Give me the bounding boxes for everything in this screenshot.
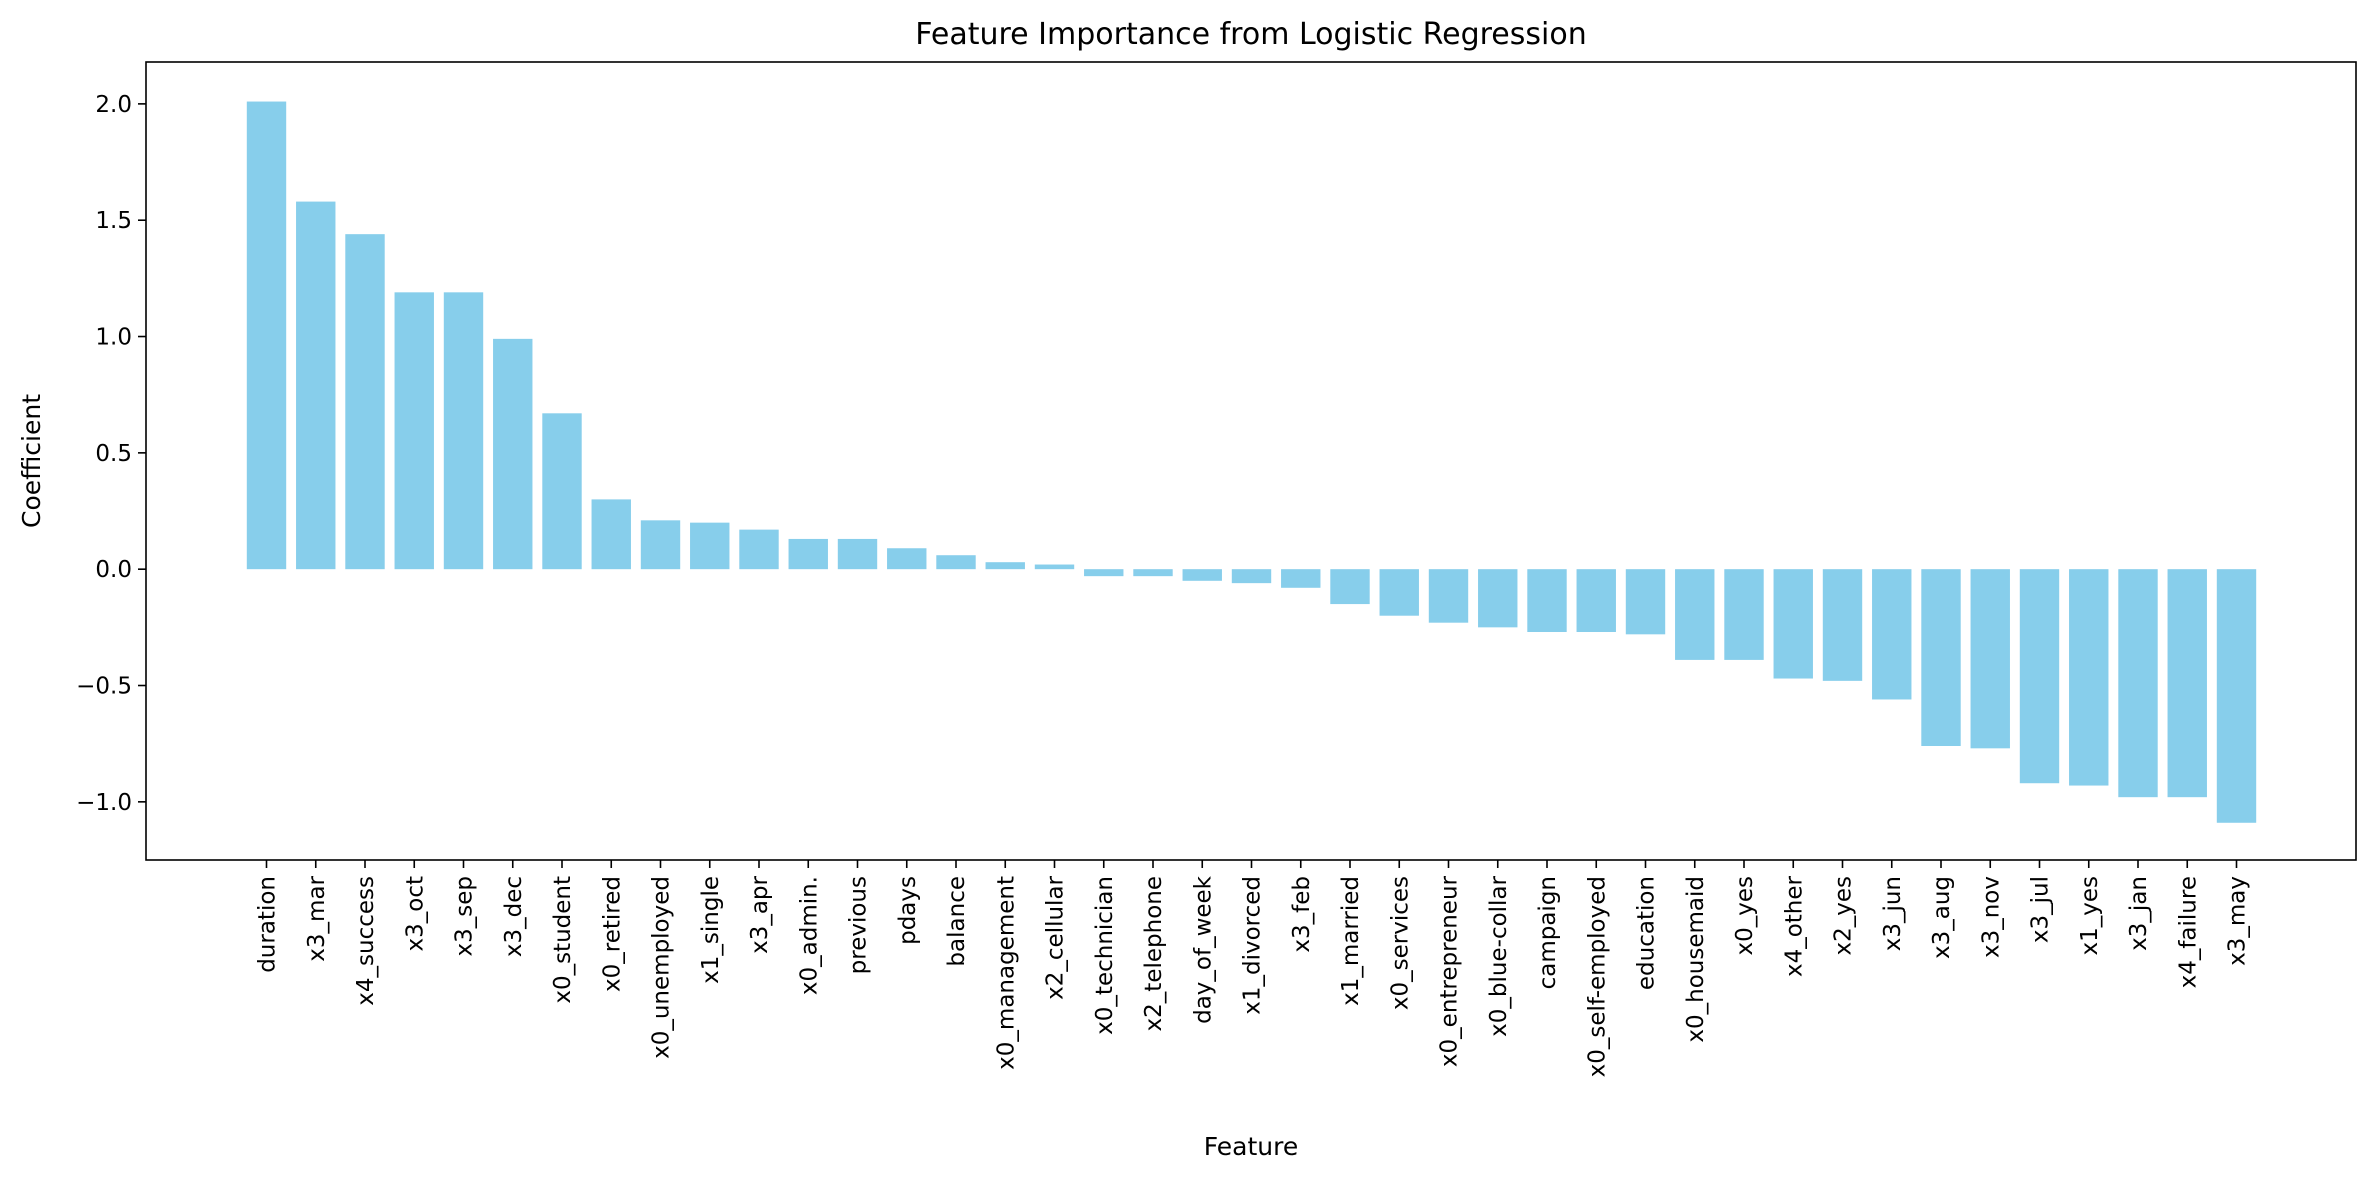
x-tick-label: day_of_week xyxy=(1190,875,1216,1024)
x-tick-label: x0_yes xyxy=(1732,876,1758,956)
x-tick-label: x0_management xyxy=(993,876,1019,1070)
x-tick-label: x1_single xyxy=(698,876,724,984)
bar-x4_failure xyxy=(2167,569,2207,798)
bars-group xyxy=(246,101,2257,823)
bar-x4_success xyxy=(345,234,385,570)
x-tick-label: balance xyxy=(944,876,970,967)
bar-x3_sep xyxy=(443,292,484,570)
bar-x0_unemployed xyxy=(640,520,681,570)
bar-x0_management xyxy=(985,562,1025,570)
bar-x3_oct xyxy=(394,292,434,570)
x-tick-label: pdays xyxy=(895,876,921,945)
bar-x1_yes xyxy=(2069,569,2109,786)
x-tick-label: x3_aug xyxy=(1929,876,1955,959)
x-tick-label: campaign xyxy=(1535,876,1561,989)
x-tick-label: x1_married xyxy=(1338,876,1364,1006)
y-axis-label: Coefficient xyxy=(17,394,46,528)
bar-x3_feb xyxy=(1281,569,1321,588)
bar-x0_self-employed xyxy=(1576,569,1616,632)
x-tick-label: x0_technician xyxy=(1092,876,1118,1035)
x-tick-label: education xyxy=(1634,876,1660,990)
x-tick-label: x2_cellular xyxy=(1043,875,1069,999)
bar-x1_married xyxy=(1330,569,1370,605)
bar-x0_blue-collar xyxy=(1478,569,1518,628)
chart-title: Feature Importance from Logistic Regress… xyxy=(915,17,1586,52)
x-tick-label: x3_mar xyxy=(304,875,330,961)
bar-x1_single xyxy=(690,522,730,570)
bar-x0_retired xyxy=(591,499,631,570)
bar-x3_dec xyxy=(493,338,533,570)
bar-x0_student xyxy=(542,413,582,570)
y-tick-label: 2.0 xyxy=(95,92,132,118)
x-tick-label: x3_nov xyxy=(1978,876,2004,958)
x-tick-label: previous xyxy=(846,876,872,974)
x-tick-label: x3_sep xyxy=(452,876,478,956)
x-tick-label: duration xyxy=(255,876,281,973)
y-tick-label: −1.0 xyxy=(76,790,132,816)
x-tick-label: x0_student xyxy=(550,876,576,1004)
x-tick-label: x0_self-employed xyxy=(1584,876,1610,1077)
bar-pdays xyxy=(887,548,927,570)
x-tick-label: x0_admin. xyxy=(796,876,822,995)
x-tick-label: x0_services xyxy=(1387,876,1413,1010)
x-tick-label: x4_success xyxy=(353,876,379,1006)
y-tick-label: 0.5 xyxy=(95,441,132,467)
bar-education xyxy=(1625,569,1666,635)
bar-x4_other xyxy=(1773,569,1813,679)
x-tick-label: x3_jun xyxy=(1880,876,1906,951)
x-tick-label: x0_blue-collar xyxy=(1486,875,1512,1036)
bar-x2_cellular xyxy=(1034,564,1075,570)
bar-campaign xyxy=(1527,569,1567,632)
bar-x3_nov xyxy=(1970,569,2010,749)
x-tick-label: x1_divorced xyxy=(1240,876,1266,1015)
x-tick-label: x3_dec xyxy=(501,876,527,957)
bar-x3_aug xyxy=(1921,569,1961,746)
y-axis: −1.0 −0.5 0.0 0.5 1.0 1.5 2.0 xyxy=(76,92,146,816)
bar-x3_jul xyxy=(2019,569,2060,784)
x-tick-label: x2_telephone xyxy=(1141,876,1167,1031)
bar-x3_jan xyxy=(2118,569,2158,798)
x-tick-label: x3_jan xyxy=(2126,876,2152,951)
bar-x0_entrepreneur xyxy=(1428,569,1469,623)
bar-x0_technician xyxy=(1084,569,1124,577)
bar-x3_jun xyxy=(1872,569,1912,700)
y-tick-label: 1.5 xyxy=(95,208,132,234)
bar-x2_telephone xyxy=(1133,569,1173,577)
bar-x3_apr xyxy=(739,529,779,570)
x-tick-label: x0_housemaid xyxy=(1683,876,1709,1043)
x-tick-label: x3_feb xyxy=(1289,876,1315,953)
x-tick-label: x3_jul xyxy=(2028,876,2054,943)
x-tick-label: x0_entrepreneur xyxy=(1437,875,1463,1067)
bar-x0_services xyxy=(1379,569,1419,616)
bar-previous xyxy=(837,538,878,570)
y-tick-label: −0.5 xyxy=(76,674,132,700)
x-tick-label: x3_oct xyxy=(402,876,428,951)
x-tick-label: x3_apr xyxy=(747,875,773,953)
x-axis-label: Feature xyxy=(1204,1132,1298,1161)
y-tick-label: 0.0 xyxy=(95,557,132,583)
bar-balance xyxy=(936,555,976,570)
x-tick-label: x3_may xyxy=(2225,876,2251,966)
bar-x0_yes xyxy=(1724,569,1764,660)
bar-x1_divorced xyxy=(1231,569,1272,584)
bar-x0_admin. xyxy=(788,538,828,570)
bar-x0_housemaid xyxy=(1675,569,1715,660)
x-tick-label: x0_retired xyxy=(599,876,625,992)
x-tick-label: x4_failure xyxy=(2175,876,2201,988)
x-tick-label: x4_other xyxy=(1781,875,1807,977)
bar-day_of_week xyxy=(1182,569,1222,581)
bar-x3_may xyxy=(2216,569,2257,823)
x-tick-label: x1_yes xyxy=(2077,876,2103,956)
x-tick-label: x2_yes xyxy=(1831,876,1857,956)
x-axis: duration x3_mar x4_success x3_oct x3_sep x3_d… xyxy=(255,860,2251,1077)
y-tick-label: 1.0 xyxy=(95,325,132,351)
x-tick-label: x0_unemployed xyxy=(649,876,675,1059)
bar-x2_yes xyxy=(1822,569,1863,681)
bar-x3_mar xyxy=(296,201,336,570)
bar-duration xyxy=(246,101,287,570)
